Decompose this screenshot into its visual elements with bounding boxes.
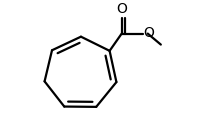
Text: O: O [143, 26, 154, 40]
Text: O: O [116, 2, 127, 16]
